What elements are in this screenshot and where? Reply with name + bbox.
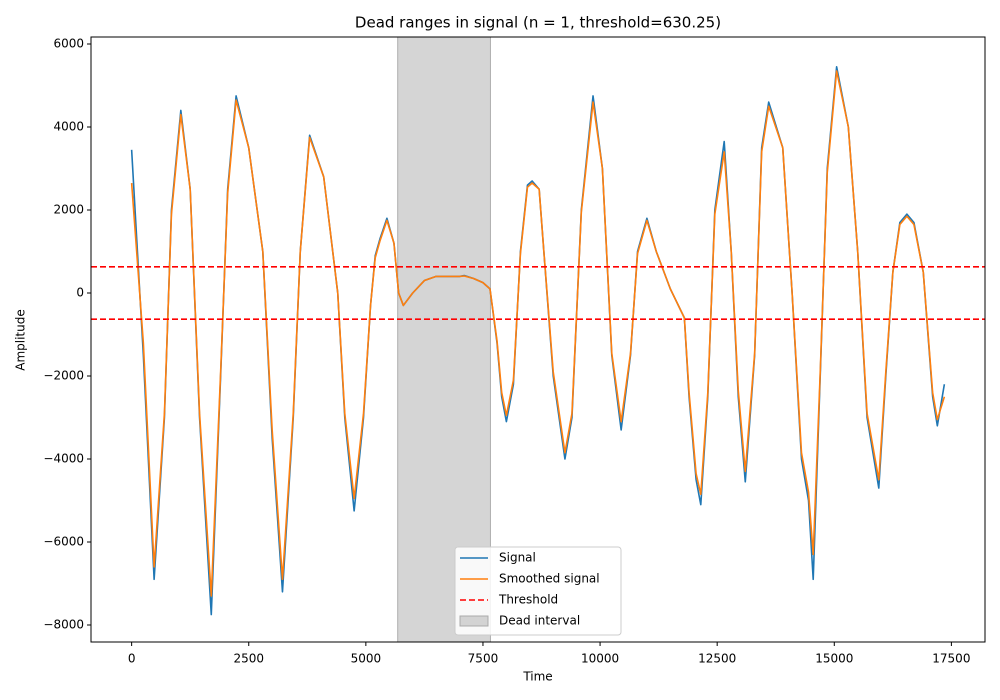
legend-box <box>454 546 622 636</box>
legend-swatch <box>459 615 489 627</box>
plot-frame <box>90 36 986 643</box>
y-tick-label: 6000 <box>53 37 84 51</box>
x-tick-label: 0 <box>128 652 136 666</box>
series-line <box>130 70 946 597</box>
x-tick-label: 17500 <box>932 652 970 666</box>
y-tick-label: 0 <box>76 286 84 300</box>
x-tick-label: 7500 <box>468 652 499 666</box>
legend-label: Signal <box>499 551 536 565</box>
legend-label: Dead interval <box>499 614 580 628</box>
legend: Signal Smoothed signal Threshold Dead inter… <box>454 546 622 636</box>
x-tick-label: 12500 <box>698 652 736 666</box>
y-tick-label: −8000 <box>43 617 84 631</box>
y-tick-label: −4000 <box>43 451 84 465</box>
x-axis-label: Time <box>522 670 552 684</box>
x-tick-label: 5000 <box>351 652 382 666</box>
legend-label: Smoothed signal <box>499 572 600 586</box>
y-axis-label: Amplitude <box>14 309 28 371</box>
y-tick-label: −6000 <box>43 534 84 548</box>
y-tick-label: −2000 <box>43 368 84 382</box>
x-tick-label: 15000 <box>815 652 853 666</box>
y-tick-label: 2000 <box>53 203 84 217</box>
y-tick-label: 4000 <box>53 120 84 134</box>
legend-label: Threshold <box>498 593 558 607</box>
chart-title: Dead ranges in signal (n = 1, threshold=… <box>355 14 721 32</box>
x-tick-label: 10000 <box>581 652 619 666</box>
x-tick-label: 2500 <box>233 652 264 666</box>
dead-interval <box>397 36 491 643</box>
